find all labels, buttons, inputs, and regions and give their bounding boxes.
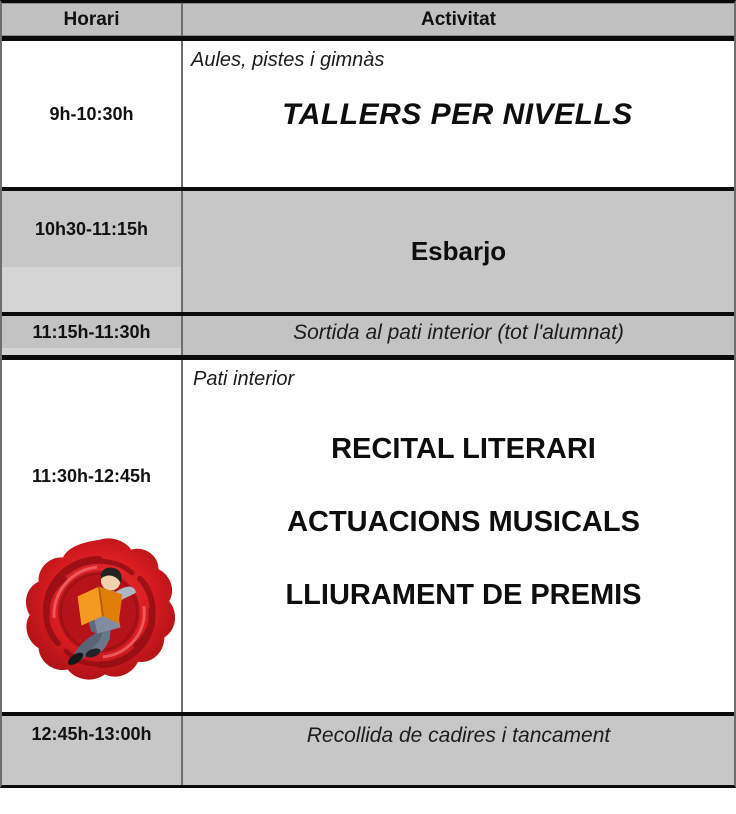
activity-line-actuacions: ACTUACIONS MUSICALS xyxy=(287,506,640,538)
activity-line-lliurament: LLIURAMENT DE PREMIS xyxy=(285,579,642,611)
table-header-row: Horari Activitat xyxy=(2,3,734,41)
time-label: 10h30-11:15h xyxy=(34,218,149,239)
header-activitat-label: Activitat xyxy=(421,8,496,30)
location-note: Aules, pistes i gimnàs xyxy=(191,49,385,71)
time-cell-esbarjo: 10h30-11:15h xyxy=(2,191,183,312)
header-horari-label: Horari xyxy=(63,8,120,30)
header-horari: Horari xyxy=(2,3,183,36)
location-note: Pati interior xyxy=(193,368,295,390)
time-label: 12:45h-13:00h xyxy=(31,724,152,744)
shaded-strip xyxy=(2,348,181,355)
table-row-sortida: 11:15h-11:30h Sortida al pati interior (… xyxy=(2,316,734,360)
time-zone: 10h30-11:15h xyxy=(2,191,181,267)
time-label: 11:15h-11:30h xyxy=(32,321,151,342)
time-cell-recollida: 12:45h-13:00h xyxy=(2,716,183,785)
header-activitat: Activitat xyxy=(183,3,734,36)
shaded-strip xyxy=(2,267,181,312)
time-zone: 11:15h-11:30h xyxy=(2,316,181,348)
rose-reader-illustration xyxy=(21,533,177,691)
time-label: 11:30h-12:45h xyxy=(31,466,152,486)
activity-title: Recollida de cadires i tancament xyxy=(306,724,611,747)
activity-title: Esbarjo xyxy=(410,236,507,266)
activity-title: Sortida al pati interior (tot l'alumnat) xyxy=(293,320,624,344)
rose-reader-svg xyxy=(25,538,175,680)
activity-cell-tallers: Aules, pistes i gimnàs TALLERS PER NIVEL… xyxy=(183,41,734,187)
activity-cell-recital: Pati interior RECITAL LITERARI ACTUACION… xyxy=(183,360,734,712)
time-cell-tallers: 9h-10:30h xyxy=(2,41,183,187)
activity-cell-recollida: Recollida de cadires i tancament xyxy=(183,716,734,785)
table-row-esbarjo: 10h30-11:15h Esbarjo xyxy=(2,191,734,316)
activity-title: TALLERS PER NIVELLS xyxy=(282,98,633,131)
activity-cell-esbarjo: Esbarjo xyxy=(183,191,734,312)
time-cell-sortida: 11:15h-11:30h xyxy=(2,316,183,355)
time-cell-recital: 11:30h-12:45h xyxy=(2,360,183,712)
schedule-table: Horari Activitat 9h-10:30h Aules, pistes… xyxy=(0,0,736,788)
activity-line-recital: RECITAL LITERARI xyxy=(331,433,596,465)
activity-cell-sortida: Sortida al pati interior (tot l'alumnat) xyxy=(183,316,734,355)
table-row-recital: 11:30h-12:45h xyxy=(2,360,734,716)
time-label: 9h-10:30h xyxy=(49,103,134,124)
table-row-recollida: 12:45h-13:00h Recollida de cadires i tan… xyxy=(2,716,734,785)
reading-figure xyxy=(67,567,136,665)
table-row-tallers: 9h-10:30h Aules, pistes i gimnàs TALLERS… xyxy=(2,41,734,191)
